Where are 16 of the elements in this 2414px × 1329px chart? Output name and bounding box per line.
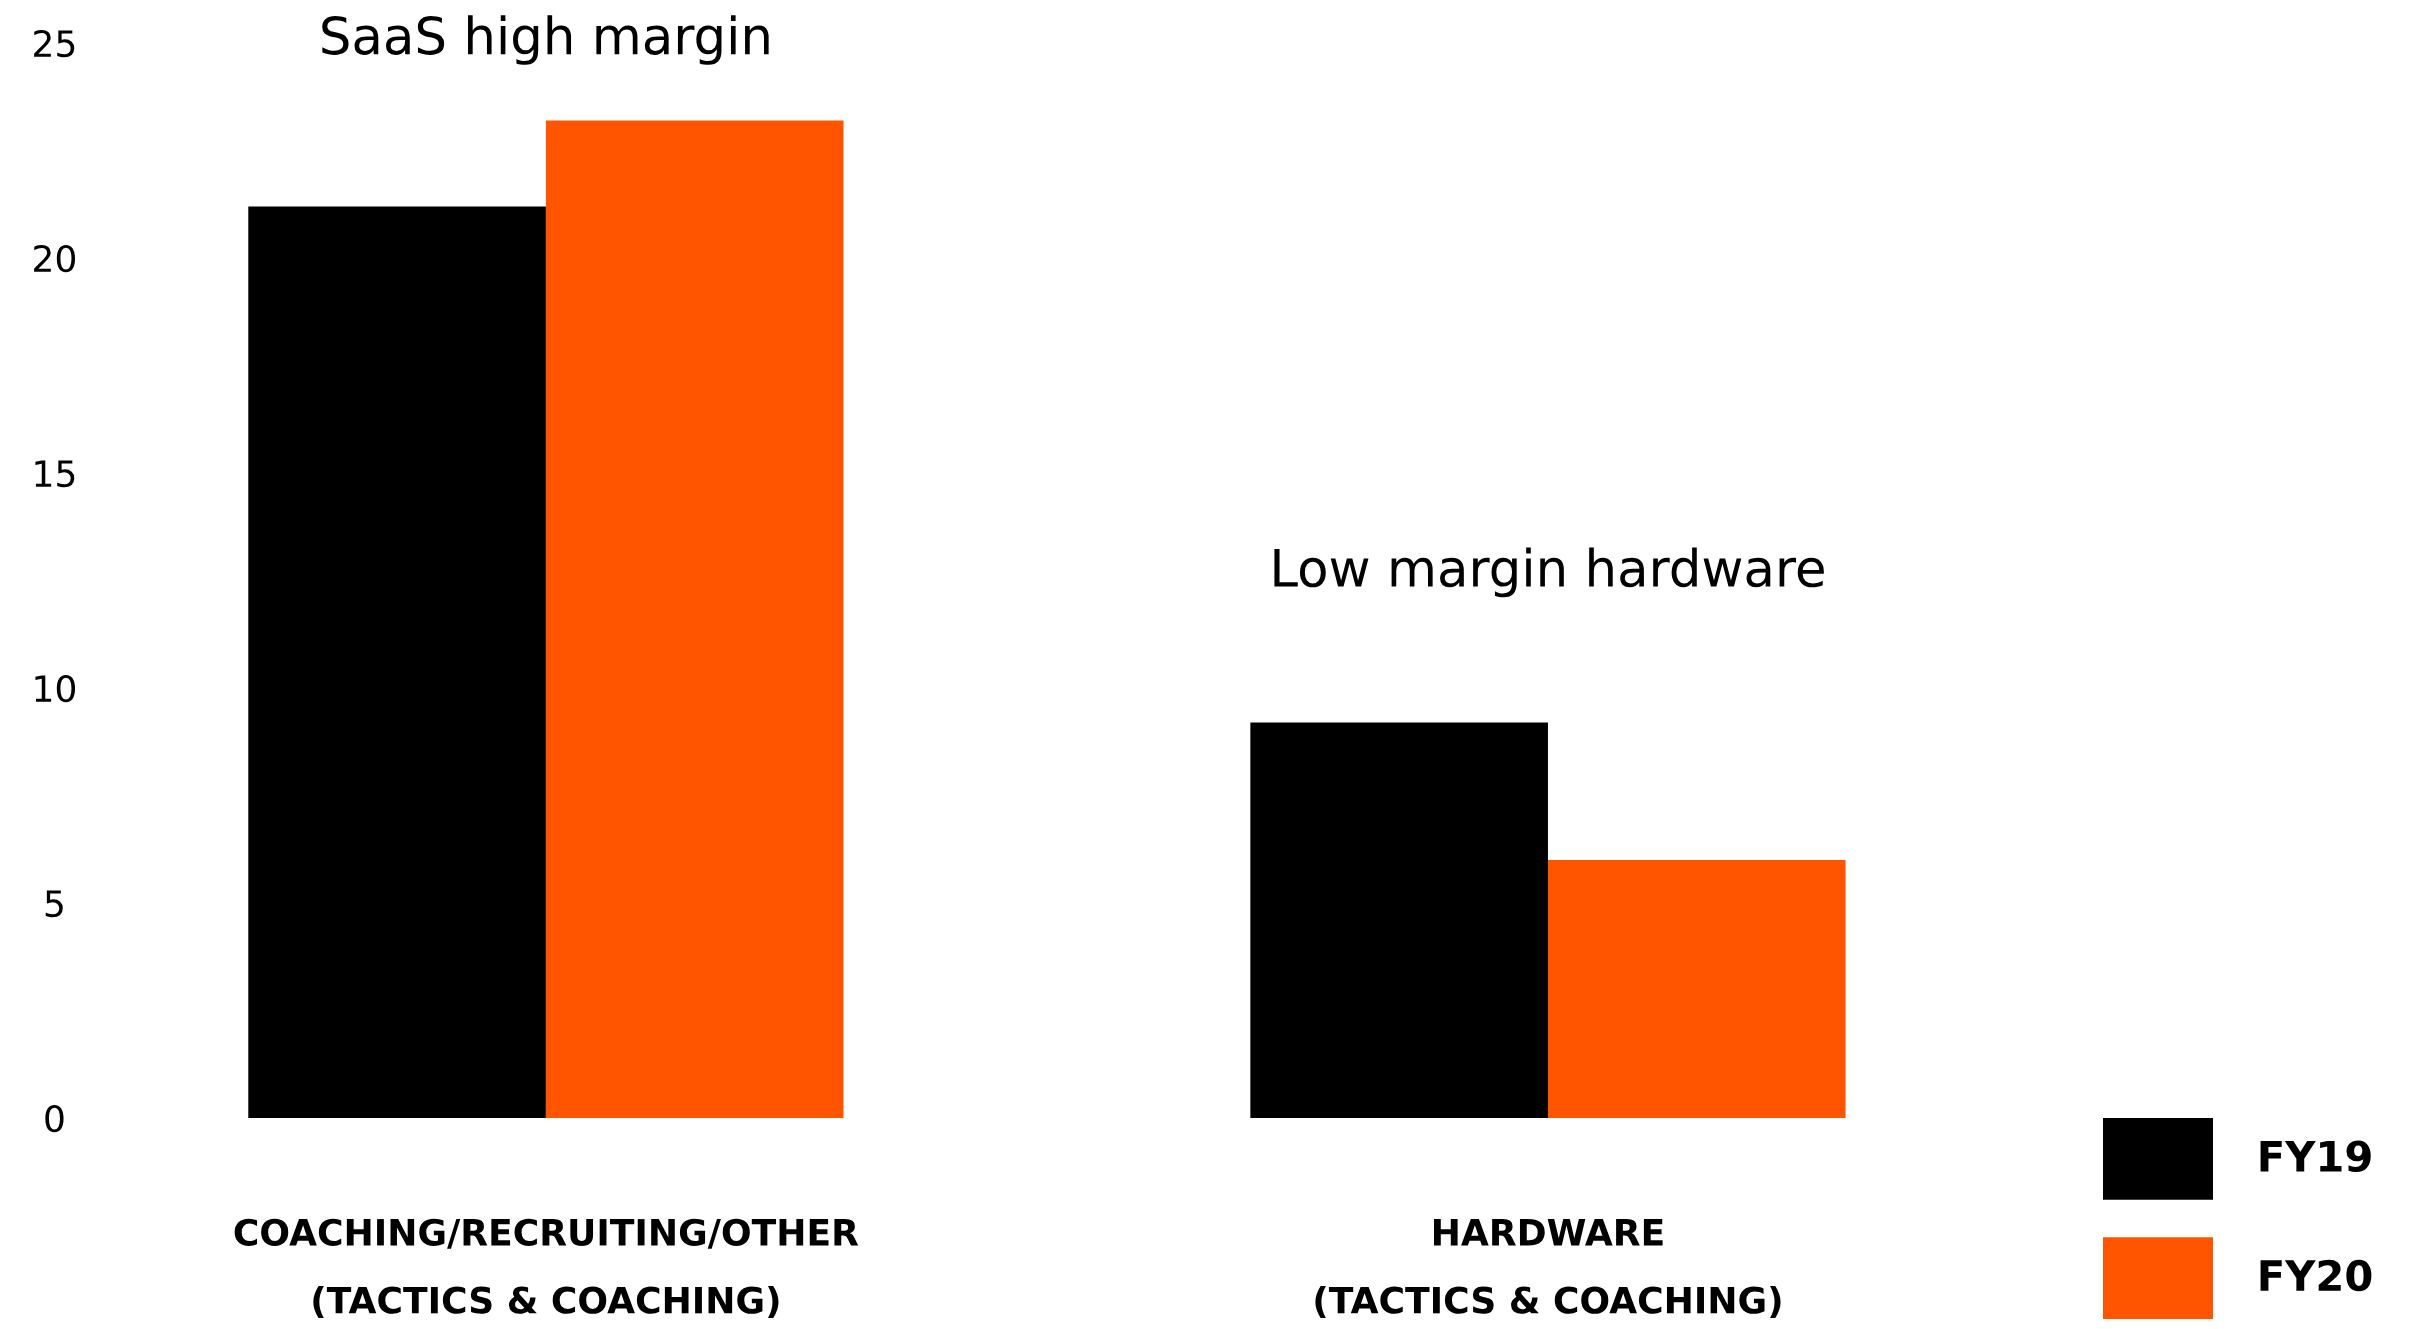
y-tick-label: 25 — [34, 29, 75, 58]
y-tick-label: 0 — [45, 1104, 64, 1133]
annotation: Low margin hardware — [1274, 547, 1824, 598]
legend-label: FY19 — [2260, 1140, 2371, 1173]
y-tick-label: 20 — [34, 244, 76, 273]
x-tick-label: COACHING/RECRUITING/OTHER (TACTICS & COACHING) — [234, 1218, 859, 1319]
bar — [1547, 860, 1846, 1118]
legend-label: FY20 — [2260, 1259, 2372, 1292]
annotation: SaaS high margin — [322, 15, 769, 65]
bar — [1250, 722, 1548, 1118]
x-tick-label: HARDWARE (TACTICS & COACHING) — [1315, 1219, 1781, 1319]
bar — [248, 206, 546, 1118]
y-tick-label: 15 — [35, 460, 75, 488]
bar — [545, 120, 844, 1118]
y-tick-label: 5 — [45, 890, 63, 918]
y-tick-label: 10 — [35, 674, 76, 703]
